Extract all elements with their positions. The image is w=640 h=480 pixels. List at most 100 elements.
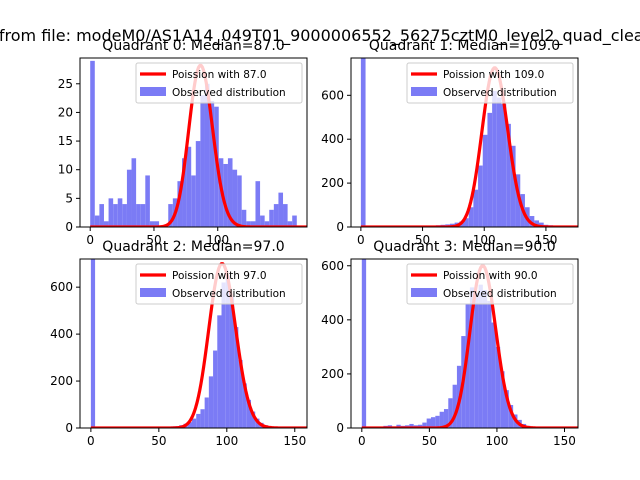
panel-title: Quadrant 0: Median=87.0 bbox=[102, 38, 284, 54]
histogram-bar bbox=[396, 424, 401, 428]
histogram-bar bbox=[452, 384, 457, 428]
histogram-bar bbox=[418, 424, 423, 428]
histogram-bar bbox=[426, 418, 431, 428]
histogram-bar bbox=[140, 204, 146, 227]
axes-frame bbox=[350, 57, 579, 228]
figure-suptitle: Data from file: modeM0/AS1A14_049T01_900… bbox=[0, 26, 640, 46]
histogram-bar bbox=[213, 350, 218, 428]
histogram-bar bbox=[94, 215, 100, 227]
histogram-bar bbox=[539, 222, 544, 227]
histogram-bar bbox=[409, 423, 414, 428]
histogram-bar bbox=[278, 192, 284, 227]
histogram-bar bbox=[473, 189, 479, 227]
histogram-bar bbox=[168, 204, 173, 227]
histogram-bar bbox=[482, 290, 488, 428]
histogram-bar bbox=[250, 221, 256, 227]
chart-panel-2: 0 50 100 150 0 200 400 600 Quadrant 2: Median=97… bbox=[50, 239, 308, 448]
legend: Poission with 90.0 Observed distribution bbox=[406, 263, 574, 305]
histogram-bar bbox=[492, 90, 497, 227]
legend: Poission with 109.0 Observed distribution bbox=[406, 62, 574, 104]
histogram-bar bbox=[506, 123, 511, 227]
histogram-bar bbox=[468, 207, 474, 227]
legend-box bbox=[406, 62, 574, 104]
histogram-bar bbox=[508, 405, 514, 428]
legend-bar-swatch bbox=[411, 87, 437, 96]
histogram-bar bbox=[196, 413, 201, 428]
histogram-bar bbox=[221, 282, 226, 428]
histogram-bar bbox=[103, 221, 109, 227]
legend-box bbox=[135, 62, 303, 104]
y-tick-label: 15 bbox=[58, 134, 73, 148]
x-tick-label: 0 bbox=[87, 434, 95, 448]
histogram-bar bbox=[136, 204, 141, 227]
y-tick-label: 400 bbox=[321, 313, 344, 327]
legend-box bbox=[406, 263, 574, 305]
chart-panel-0: 0 50 100 0 5 10 15 20 25 Quadrant 0: Median=87.0 P… bbox=[58, 38, 308, 247]
histogram-bar bbox=[273, 204, 279, 227]
y-tick-label: 5 bbox=[65, 191, 73, 205]
axes-frame bbox=[79, 57, 308, 228]
histogram-bar bbox=[195, 141, 201, 227]
histogram-bar bbox=[448, 398, 453, 428]
histogram-bar bbox=[435, 415, 440, 428]
y-tick-label: 600 bbox=[50, 280, 73, 294]
y-tick-label: 600 bbox=[321, 88, 344, 102]
x-tick-label: 100 bbox=[206, 233, 229, 247]
y-tick-label: 0 bbox=[336, 220, 344, 234]
histogram-bar bbox=[534, 220, 540, 227]
histogram-bar bbox=[246, 221, 251, 227]
histogram-bar bbox=[361, 259, 367, 428]
histogram-bar bbox=[131, 158, 137, 227]
histogram-bar bbox=[495, 346, 501, 428]
histogram-bar bbox=[422, 422, 427, 428]
legend-bar-swatch bbox=[140, 288, 166, 297]
histogram-bar bbox=[260, 215, 265, 227]
histogram-bar bbox=[465, 303, 470, 428]
histogram-bar bbox=[504, 390, 509, 428]
x-tick-label: 150 bbox=[534, 233, 557, 247]
histogram-bar bbox=[192, 418, 197, 428]
axes-frame bbox=[79, 258, 308, 429]
legend: Poission with 97.0 Observed distribution bbox=[135, 263, 303, 305]
histogram-bar bbox=[182, 158, 187, 227]
histogram-bar bbox=[234, 327, 239, 428]
legend-label-poisson: Poission with 97.0 bbox=[172, 270, 267, 282]
histogram-bar bbox=[154, 221, 160, 227]
x-tick-label: 150 bbox=[553, 434, 576, 448]
histogram-bar bbox=[232, 169, 238, 227]
histogram-bar bbox=[478, 165, 483, 227]
chart-panel-3: 0 50 100 150 0 200 400 600 Quadrant 3: Median=90… bbox=[321, 239, 579, 448]
histogram-bar bbox=[529, 216, 535, 227]
x-tick-label: 50 bbox=[422, 434, 437, 448]
histogram-bar bbox=[242, 383, 247, 428]
y-tick-label: 0 bbox=[65, 421, 73, 435]
histogram-bar bbox=[292, 215, 297, 227]
histogram-bar bbox=[122, 204, 127, 227]
histogram-bar bbox=[113, 204, 118, 227]
histogram-bar bbox=[90, 259, 96, 428]
histogram-bar bbox=[264, 221, 270, 227]
histogram-bar bbox=[229, 296, 235, 428]
y-tick-label: 0 bbox=[65, 220, 73, 234]
histogram-bar bbox=[237, 175, 242, 227]
histogram-bar bbox=[186, 146, 192, 227]
histogram-bar bbox=[464, 218, 469, 227]
y-tick-label: 200 bbox=[321, 367, 344, 381]
x-tick-label: 100 bbox=[215, 434, 238, 448]
x-tick-label: 150 bbox=[283, 434, 306, 448]
legend: Poission with 87.0 Observed distribution bbox=[135, 62, 303, 104]
histogram-bar bbox=[496, 97, 502, 227]
histogram-bar bbox=[510, 145, 516, 227]
histogram-bar bbox=[474, 292, 479, 428]
histogram-bar bbox=[217, 315, 222, 428]
histogram-bar bbox=[255, 181, 261, 227]
legend-box bbox=[135, 263, 303, 305]
histogram-bar bbox=[487, 112, 493, 227]
histogram-bar bbox=[246, 399, 251, 428]
legend-label-poisson: Poission with 90.0 bbox=[443, 270, 538, 282]
histogram-bar bbox=[90, 60, 95, 227]
histogram-bar bbox=[200, 95, 205, 227]
histogram-bar bbox=[99, 204, 104, 227]
y-tick-label: 25 bbox=[58, 77, 73, 91]
